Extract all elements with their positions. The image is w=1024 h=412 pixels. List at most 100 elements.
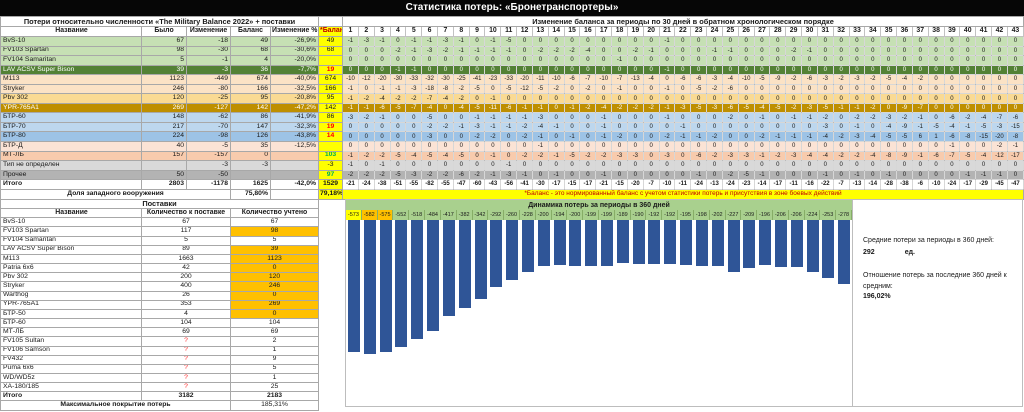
matrix-cell[interactable]: 0	[864, 45, 882, 57]
matrix-period-header[interactable]: 6	[421, 26, 438, 37]
matrix-cell[interactable]: 0	[642, 64, 660, 76]
matrix-cell[interactable]: 6	[911, 131, 929, 142]
loss-cell-was[interactable]: 1123	[141, 74, 187, 85]
matrix-cell[interactable]: -1	[848, 102, 866, 114]
matrix-cell[interactable]: 0	[880, 160, 898, 171]
loss-cell-change[interactable]: -3	[186, 160, 231, 171]
matrix-period-header[interactable]: 1	[342, 26, 359, 37]
matrix-cell[interactable]: 0	[737, 121, 755, 133]
matrix-cell[interactable]: -6	[373, 102, 391, 114]
matrix-cell[interactable]: -6	[943, 112, 961, 123]
matrix-cell[interactable]: 0	[531, 160, 549, 171]
supply-cell-to-supply[interactable]: 104	[141, 318, 231, 329]
matrix-cell[interactable]: -1	[753, 150, 771, 162]
matrix-cell[interactable]: -9	[896, 150, 913, 162]
loss-cell-name[interactable]: Итого	[0, 179, 142, 190]
matrix-cell[interactable]: -6	[721, 83, 739, 95]
supply-cell-to-supply[interactable]: 117	[141, 226, 231, 237]
matrix-cell[interactable]: 0	[911, 45, 929, 57]
matrix-cell[interactable]: -1	[658, 102, 676, 114]
matrix-cell[interactable]: 0	[769, 45, 787, 57]
loss-cell-balance[interactable]: 49	[230, 36, 271, 47]
matrix-cell[interactable]: 0	[721, 121, 739, 133]
matrix-cell[interactable]: 0	[737, 131, 755, 142]
matrix-cell[interactable]: -51	[389, 179, 407, 190]
matrix-cell[interactable]: 0	[468, 93, 486, 104]
supply-cell-counted[interactable]: 0	[230, 263, 319, 274]
matrix-cell[interactable]: -1	[848, 169, 866, 181]
matrix-period-header[interactable]: 15	[563, 26, 581, 37]
matrix-cell[interactable]: 0	[927, 141, 945, 152]
matrix-cell[interactable]: 0	[816, 83, 834, 95]
matrix-cell[interactable]: -1	[373, 83, 391, 95]
matrix-cell[interactable]: -5	[816, 102, 834, 114]
supply-cell-counted[interactable]: 0	[230, 308, 319, 320]
matrix-cell[interactable]: -2	[373, 150, 391, 162]
matrix-cell[interactable]: -6	[690, 150, 708, 162]
matrix-cell[interactable]: 0	[911, 160, 929, 171]
matrix-cell[interactable]: -1	[405, 64, 423, 76]
matrix-cell[interactable]: -3	[658, 150, 676, 162]
supply-cell-counted[interactable]: 104	[230, 318, 319, 329]
loss-cell-norm-balance[interactable]: 95	[318, 93, 344, 104]
matrix-cell[interactable]: 0	[801, 160, 818, 171]
matrix-cell[interactable]: 0	[721, 93, 739, 104]
matrix-cell[interactable]: 0	[484, 141, 502, 152]
supply-cell-name[interactable]: МТ-ЛБ	[0, 327, 142, 338]
matrix-cell[interactable]: 0	[595, 64, 613, 76]
matrix-cell[interactable]: -2	[785, 45, 803, 57]
matrix-cell[interactable]: -2	[832, 74, 850, 85]
matrix-cell[interactable]: 0	[706, 55, 723, 66]
matrix-cell[interactable]: -1	[563, 131, 581, 142]
matrix-cell[interactable]: -13	[848, 179, 866, 190]
matrix-cell[interactable]: 0	[437, 102, 454, 114]
matrix-cell[interactable]: 0	[816, 93, 834, 104]
matrix-cell[interactable]: -1	[595, 131, 613, 142]
matrix-cell[interactable]: 0	[516, 45, 533, 57]
matrix-cell[interactable]: -1	[832, 102, 850, 114]
matrix-cell[interactable]: 0	[975, 93, 992, 104]
loss-cell-change-pct[interactable]: -20,8%	[269, 93, 320, 104]
matrix-cell[interactable]: 0	[484, 64, 502, 76]
matrix-cell[interactable]: 0	[911, 93, 929, 104]
matrix-cell[interactable]: -1	[373, 160, 391, 171]
matrix-cell[interactable]: 0	[452, 64, 470, 76]
loss-cell-name[interactable]: МТ-ЛБ	[0, 150, 142, 162]
matrix-cell[interactable]: -47	[452, 179, 470, 190]
matrix-cell[interactable]: -5	[690, 83, 708, 95]
matrix-cell[interactable]: -11	[484, 102, 502, 114]
matrix-cell[interactable]: 0	[990, 74, 1008, 85]
matrix-cell[interactable]: 0	[832, 93, 850, 104]
matrix-period-header[interactable]: 21	[658, 26, 676, 37]
matrix-cell[interactable]: 0	[500, 64, 518, 76]
matrix-cell[interactable]: -2	[421, 121, 438, 133]
matrix-cell[interactable]: -1	[531, 102, 549, 114]
matrix-period-header[interactable]: 42	[990, 26, 1008, 37]
matrix-cell[interactable]: -33	[405, 74, 423, 85]
matrix-cell[interactable]: 0	[880, 141, 898, 152]
matrix-cell[interactable]: 0	[959, 64, 977, 76]
matrix-cell[interactable]: -60	[468, 179, 486, 190]
loss-cell-change-pct[interactable]: -32,5%	[269, 83, 320, 95]
matrix-cell[interactable]: -3	[706, 74, 723, 85]
matrix-cell[interactable]: -8	[437, 83, 454, 95]
supplies-total-counted[interactable]: 2183	[230, 391, 319, 402]
matrix-cell[interactable]: -1	[959, 121, 977, 133]
matrix-cell[interactable]: -1	[484, 93, 502, 104]
matrix-cell[interactable]: -1	[516, 169, 533, 181]
matrix-cell[interactable]: -11	[785, 179, 803, 190]
matrix-cell[interactable]: -3	[737, 150, 755, 162]
matrix-cell[interactable]: 0	[848, 83, 866, 95]
coverage-value[interactable]: 185,31%	[230, 400, 319, 411]
matrix-cell[interactable]: -15	[563, 179, 581, 190]
loss-cell-was[interactable]: 50	[141, 169, 187, 181]
matrix-cell[interactable]: 0	[642, 169, 660, 181]
matrix-cell[interactable]: -1	[342, 150, 359, 162]
matrix-period-header[interactable]: 7	[437, 26, 454, 37]
matrix-cell[interactable]: -5	[690, 102, 708, 114]
matrix-cell[interactable]: 0	[690, 55, 708, 66]
matrix-cell[interactable]: 0	[674, 150, 692, 162]
matrix-period-header[interactable]: 35	[880, 26, 898, 37]
supply-cell-to-supply[interactable]: 1663	[141, 253, 231, 265]
matrix-cell[interactable]: 0	[531, 55, 549, 66]
